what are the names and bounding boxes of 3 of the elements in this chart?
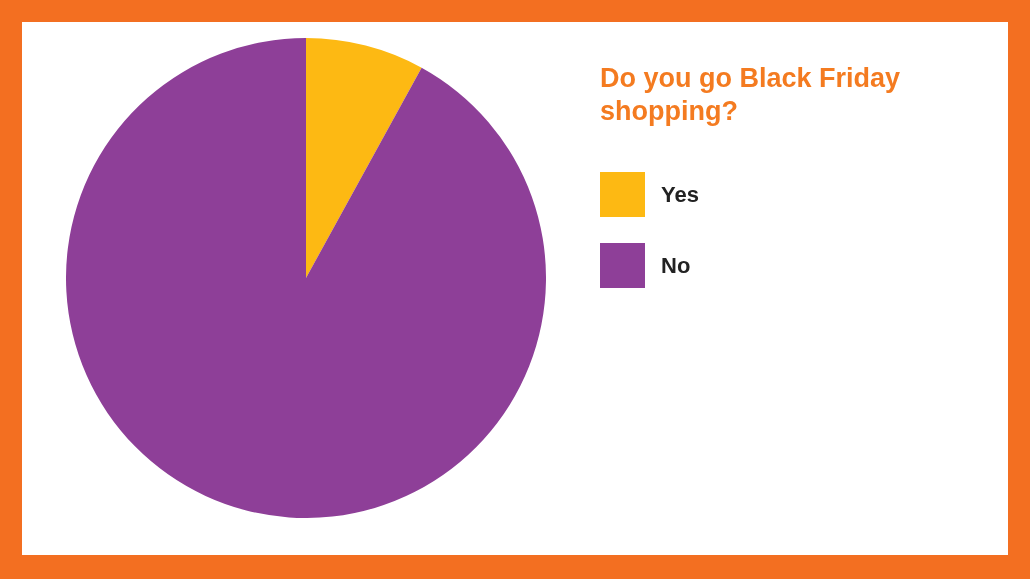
text: Do you go Black Friday shopping? [600,62,902,128]
legend-label: No [661,252,691,279]
legend-label: Yes [661,181,699,208]
